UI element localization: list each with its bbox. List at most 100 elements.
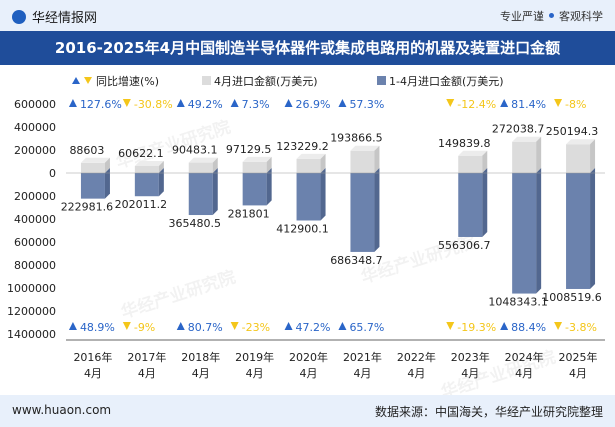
april-bar-top bbox=[134, 161, 164, 167]
y-tick-label: 800000 bbox=[14, 259, 56, 272]
cumulative-bar bbox=[242, 173, 267, 206]
x-tick-label: 4月 bbox=[515, 367, 533, 380]
april-yoy-label: 127.6% bbox=[80, 98, 122, 111]
chart-title: 2016-2025年4月中国制造半导体器件或集成电路用的机器及装置进口金额 bbox=[54, 39, 561, 57]
april-bar bbox=[296, 158, 321, 173]
y-tick-label: 200000 bbox=[14, 144, 56, 157]
cumulative-yoy-label: 80.7% bbox=[188, 321, 223, 334]
april-yoy-label: -8% bbox=[565, 98, 586, 111]
april-bar-side bbox=[536, 136, 542, 173]
x-tick-label: 2020年 bbox=[289, 350, 328, 364]
cumulative-yoy-label: -3.8% bbox=[565, 321, 597, 334]
yoy-up-triangle-icon bbox=[500, 322, 509, 330]
yoy-up-triangle-icon bbox=[500, 99, 509, 107]
april-bar-top bbox=[188, 157, 218, 163]
tag-2: 客观科学 bbox=[559, 10, 603, 23]
yoy-up-triangle-icon bbox=[284, 99, 293, 107]
april-bar bbox=[188, 162, 213, 173]
cumulative-bar-side bbox=[590, 168, 596, 289]
april-bar-top bbox=[296, 153, 326, 159]
y-tick-label: 0 bbox=[49, 167, 56, 180]
x-tick-label: 2024年 bbox=[505, 350, 544, 364]
april-value-label: 193866.5 bbox=[330, 132, 383, 145]
y-tick-label: 400000 bbox=[14, 213, 56, 226]
april-yoy-label: 26.9% bbox=[296, 98, 331, 111]
yoy-up-triangle-icon bbox=[68, 99, 77, 107]
y-tick-label: 400000 bbox=[14, 121, 56, 134]
x-tick-label: 2021年 bbox=[343, 350, 382, 364]
x-tick-label: 4月 bbox=[192, 367, 210, 380]
yoy-down-triangle-icon bbox=[554, 322, 563, 330]
april-yoy-label: 49.2% bbox=[188, 98, 223, 111]
cumulative-bar bbox=[80, 173, 105, 199]
april-bar-side bbox=[320, 153, 326, 173]
april-bar-side bbox=[266, 156, 272, 173]
cumulative-yoy-label: -19.3% bbox=[457, 321, 496, 334]
tag-1: 专业严谨 bbox=[500, 10, 544, 23]
cumulative-bar bbox=[458, 173, 483, 237]
legend-up-triangle-icon bbox=[72, 77, 80, 84]
yoy-up-triangle-icon bbox=[176, 322, 185, 330]
yoy-up-triangle-icon bbox=[68, 322, 77, 330]
yoy-down-triangle-icon bbox=[230, 322, 239, 330]
april-yoy-label: 7.3% bbox=[242, 98, 270, 111]
april-bar-side bbox=[374, 145, 380, 173]
april-bar-side bbox=[590, 139, 596, 173]
april-yoy-label: 57.3% bbox=[349, 98, 384, 111]
separator-dot-icon bbox=[549, 13, 554, 18]
cumulative-bar bbox=[134, 173, 159, 197]
top-bar: 华经情报网 专业严谨 客观科学 bbox=[0, 0, 615, 31]
april-bar bbox=[80, 162, 105, 173]
cumulative-value-label: 412900.1 bbox=[276, 222, 329, 235]
x-tick-label: 2022年 bbox=[397, 350, 436, 364]
april-bar-top bbox=[350, 145, 380, 151]
footer-source: 数据来源：中国海关，华经产业研究院整理 bbox=[374, 405, 603, 419]
cumulative-yoy-label: 48.9% bbox=[80, 321, 115, 334]
cumulative-bar-side bbox=[158, 168, 164, 197]
x-tick-label: 4月 bbox=[461, 367, 479, 380]
cumulative-yoy-label: -23% bbox=[242, 321, 270, 334]
x-tick-label: 4月 bbox=[300, 367, 318, 380]
april-value-label: 97129.5 bbox=[226, 143, 272, 156]
yoy-down-triangle-icon bbox=[122, 322, 131, 330]
cumulative-bar bbox=[512, 173, 537, 294]
x-tick-label: 2023年 bbox=[451, 350, 490, 364]
april-bar bbox=[512, 141, 537, 173]
chart: 华经产业研究院华经产业研究院华经产业研究院华经产业研究院600000400000… bbox=[7, 74, 605, 395]
april-bar-side bbox=[482, 150, 488, 173]
y-tick-label: 1200000 bbox=[7, 305, 56, 318]
y-tick-label: 1000000 bbox=[7, 282, 56, 295]
legend-april-label: 4月进口金额(万美元) bbox=[214, 74, 318, 88]
title-bar: 2016-2025年4月中国制造半导体器件或集成电路用的机器及装置进口金额 bbox=[0, 31, 615, 65]
yoy-up-triangle-icon bbox=[284, 322, 293, 330]
april-value-label: 60622.1 bbox=[118, 147, 164, 160]
x-tick-label: 4月 bbox=[138, 367, 156, 380]
tagline: 专业严谨 客观科学 bbox=[500, 8, 603, 24]
brand-name: 华经情报网 bbox=[32, 11, 98, 26]
footer-url: www.huaon.com bbox=[12, 403, 112, 417]
april-value-label: 90483.1 bbox=[172, 144, 218, 157]
cumulative-bar bbox=[296, 173, 321, 221]
yoy-up-triangle-icon bbox=[338, 99, 347, 107]
yoy-up-triangle-icon bbox=[338, 322, 347, 330]
yoy-down-triangle-icon bbox=[446, 99, 455, 107]
x-tick-label: 2018年 bbox=[181, 350, 220, 364]
yoy-down-triangle-icon bbox=[122, 99, 131, 107]
cumulative-value-label: 202011.2 bbox=[115, 198, 168, 211]
x-tick-label: 4月 bbox=[84, 367, 102, 380]
april-value-label: 272038.7 bbox=[492, 123, 545, 136]
april-yoy-label: -30.8% bbox=[134, 98, 173, 111]
x-tick-label: 2019年 bbox=[235, 350, 274, 364]
cumulative-yoy-label: -9% bbox=[134, 321, 155, 334]
cumulative-value-label: 281801 bbox=[228, 207, 270, 220]
april-bar-top bbox=[566, 139, 596, 145]
cumulative-value-label: 222981.6 bbox=[61, 201, 114, 214]
april-value-label: 250194.3 bbox=[546, 125, 599, 138]
cumulative-bar-side bbox=[104, 168, 110, 199]
x-tick-label: 4月 bbox=[246, 367, 264, 380]
y-tick-label: 600000 bbox=[14, 98, 56, 111]
legend-april-swatch bbox=[202, 76, 211, 85]
legend-cumulative-label: 1-4月进口金额(万美元) bbox=[389, 74, 504, 88]
cumulative-bar-side bbox=[482, 168, 488, 237]
